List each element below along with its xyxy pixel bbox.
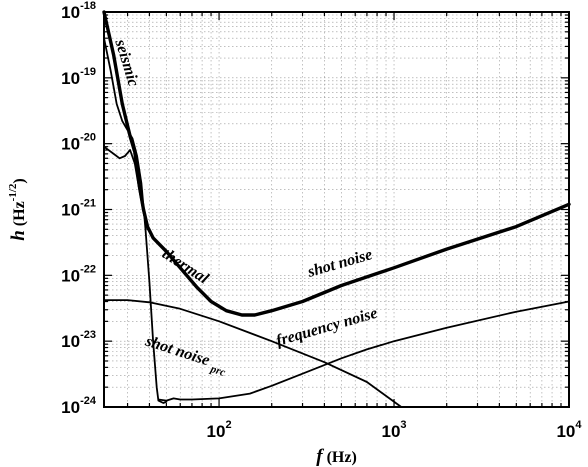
y-axis-unit-exponent: -1/2 [7, 183, 19, 201]
noise-series [102, 10, 571, 408]
axis-ticks: 102 103 104 10-18 10-19 10-20 10-21 10-22 10-23 1… [61, 0, 582, 441]
y-axis-title: h (Hz-1/2) [7, 178, 29, 241]
y-tick-label: 10-22 [61, 263, 96, 285]
y-tick-label: 10-18 [61, 0, 96, 22]
curve-label: frequency noise [274, 305, 379, 350]
x-tick-label: 102 [207, 419, 232, 441]
series-line-frequency-noise [157, 300, 570, 402]
series-line-seismic [103, 37, 168, 404]
series-line-total [102, 10, 571, 317]
x-axis-title: f (Hz) [316, 446, 357, 467]
x-tick-label: 103 [382, 419, 407, 441]
series-line-thermal [103, 145, 149, 231]
x-axis-symbol: f [316, 446, 324, 467]
curve-label: shot noise [305, 246, 374, 281]
x-tick-label: 104 [556, 419, 582, 441]
y-tick-label: 10-23 [61, 329, 96, 351]
y-axis-unit: (Hz [11, 201, 28, 230]
x-axis-unit: (Hz) [323, 449, 357, 466]
y-tick-label: 10-24 [61, 395, 97, 417]
y-axis-symbol: h [8, 230, 29, 241]
y-tick-label: 10-21 [61, 198, 96, 220]
y-axis-unit-close: ) [11, 178, 28, 183]
y-tick-label: 10-20 [61, 132, 96, 154]
y-tick-label: 10-19 [61, 66, 96, 88]
series-line-shot-noise-prc [103, 299, 403, 408]
